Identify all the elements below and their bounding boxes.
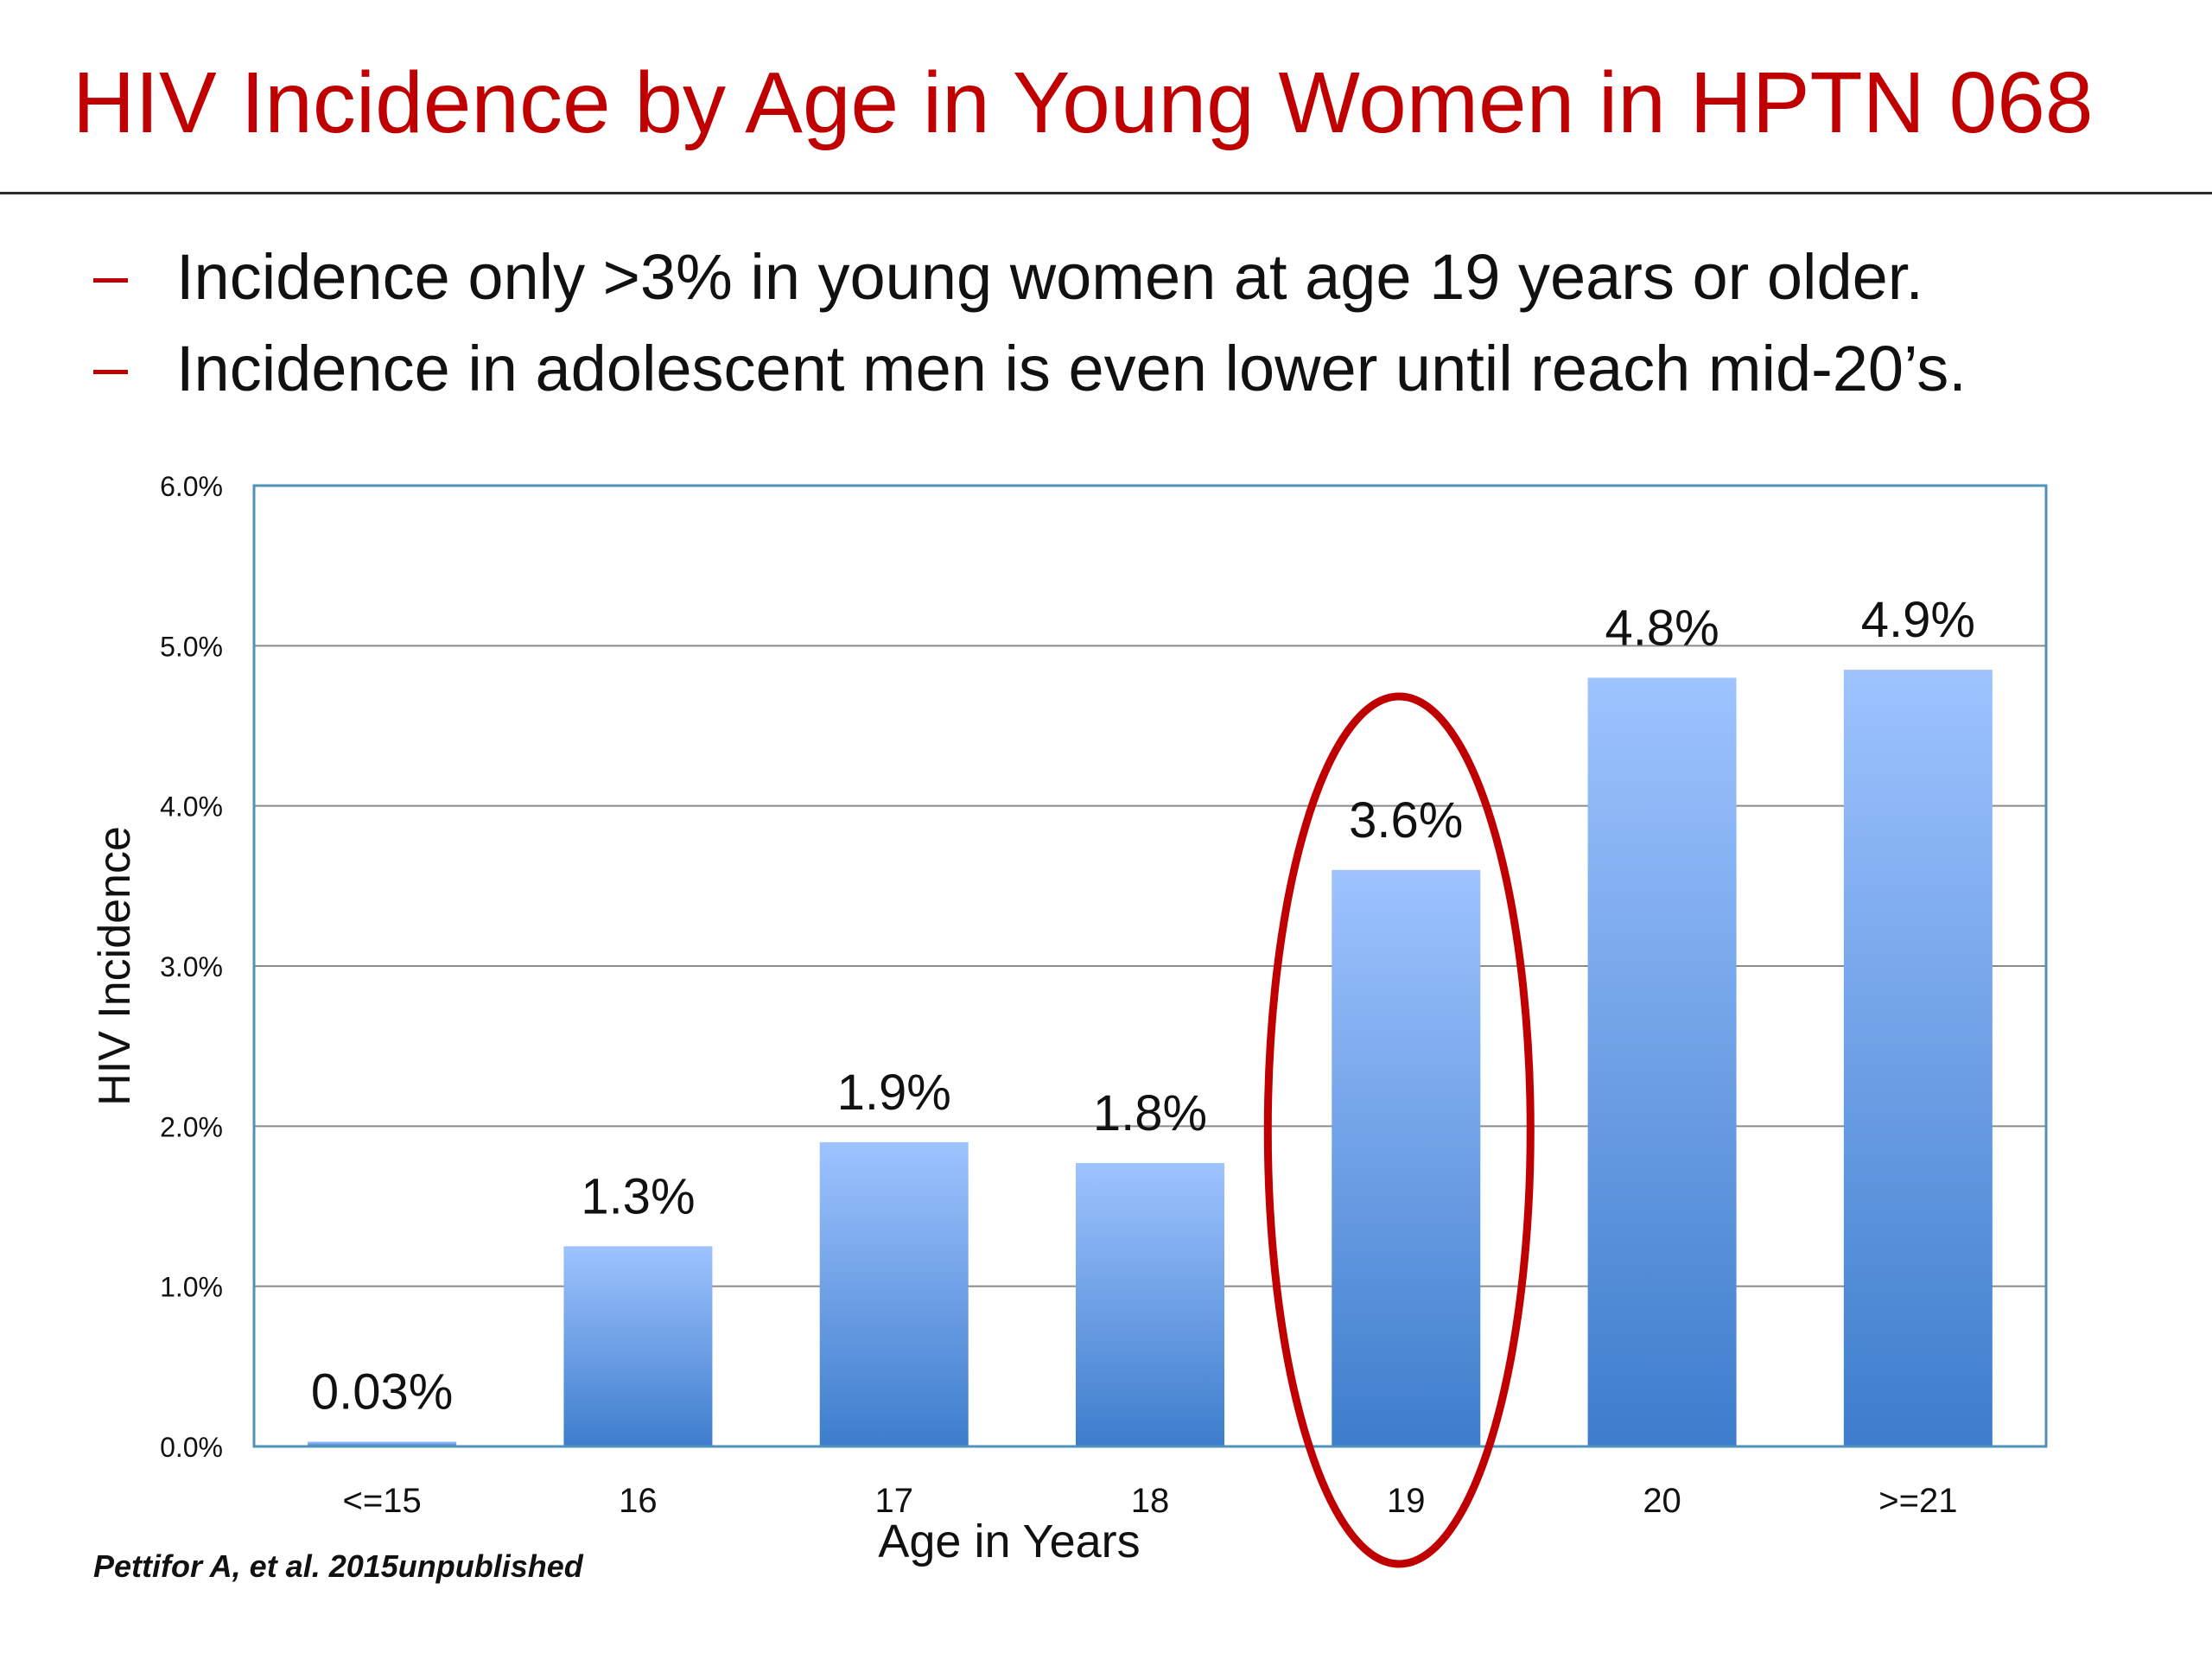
labels: 0.0% 1.0% 2.0% 3.0% 4.0% 5.0% 6.0% 0.03% <=15 1.3…	[160, 471, 1975, 1568]
data-label: 4.9%	[1861, 592, 1975, 648]
x-tick-label: 17	[874, 1482, 913, 1520]
highlight-ellipse	[1263, 692, 1535, 1568]
y-tick-label: 4.0%	[160, 791, 223, 823]
y-tick-label: 1.0%	[160, 1272, 223, 1303]
bar	[1587, 677, 1737, 1446]
x-tick-label: 16	[619, 1482, 658, 1520]
source-citation: Pettifor A, et al. 2015unpublished	[93, 1548, 583, 1584]
bar	[308, 1441, 457, 1446]
data-label: 0.03%	[311, 1363, 453, 1420]
dash-icon	[90, 232, 128, 323]
x-tick-label: >=21	[1878, 1482, 1957, 1520]
x-tick-label: 18	[1131, 1482, 1170, 1520]
x-tick-label: 20	[1643, 1482, 1681, 1520]
plot-area-border	[252, 484, 2048, 1448]
title-divider	[0, 192, 2212, 194]
data-label: 4.8%	[1605, 600, 1719, 656]
y-tick-label: 2.0%	[160, 1111, 223, 1142]
data-label: 1.3%	[581, 1168, 695, 1224]
bullet-text: Incidence only >3% in young women at age…	[176, 241, 1923, 313]
y-tick-label: 3.0%	[160, 951, 223, 982]
bullet-text: Incidence in adolescent men is even lowe…	[176, 333, 1967, 404]
bar	[1332, 869, 1481, 1446]
y-tick-label: 6.0%	[160, 471, 223, 502]
data-label: 1.8%	[1093, 1085, 1207, 1141]
bars	[308, 670, 1993, 1446]
x-axis-title: Age in Years	[878, 1516, 1140, 1567]
data-label: 3.6%	[1349, 792, 1463, 849]
x-tick-label: <=15	[343, 1482, 422, 1520]
dash-icon	[90, 323, 128, 415]
bar	[819, 1141, 969, 1446]
slide-title: HIV Incidence by Age in Young Women in H…	[73, 54, 2094, 151]
x-tick-label: 19	[1387, 1482, 1426, 1520]
bar	[563, 1246, 713, 1446]
bar	[1076, 1162, 1224, 1446]
bar	[1843, 670, 1993, 1446]
y-axis-title: HIV Incidence	[90, 826, 140, 1106]
y-tick-label: 0.0%	[160, 1432, 223, 1463]
gridlines	[254, 645, 2046, 1287]
y-tick-label: 5.0%	[160, 631, 223, 662]
data-label: 1.9%	[837, 1065, 951, 1121]
